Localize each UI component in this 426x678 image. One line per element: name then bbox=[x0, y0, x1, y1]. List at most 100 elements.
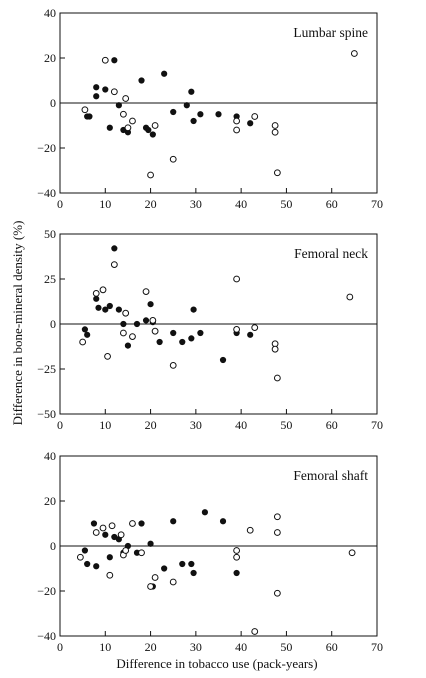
filled-data-point bbox=[161, 565, 168, 572]
x-tick-label: 30 bbox=[190, 418, 202, 432]
open-data-point bbox=[273, 529, 281, 536]
filled-data-point bbox=[190, 569, 197, 577]
femoral-shaft-panel: −40 −20 0 20 40 0 10 20 30 40 50 60 70 Femoral shaft bbox=[37, 449, 383, 654]
filled-data-point bbox=[111, 57, 118, 64]
x-tick-label: 10 bbox=[99, 197, 111, 211]
filled-data-point bbox=[115, 306, 122, 313]
open-data-point bbox=[233, 553, 241, 561]
y-tick-label: 20 bbox=[44, 51, 56, 65]
filled-data-point bbox=[124, 342, 132, 349]
open-data-point bbox=[169, 362, 177, 369]
filled-data-point bbox=[111, 245, 118, 252]
filled-data-point bbox=[170, 329, 177, 337]
x-tick-label: 20 bbox=[145, 640, 157, 654]
x-tick-label: 50 bbox=[280, 640, 292, 654]
filled-data-point bbox=[156, 338, 163, 346]
open-data-point bbox=[251, 324, 259, 332]
y-tick-label: −40 bbox=[37, 186, 56, 200]
filled-data-point bbox=[215, 111, 222, 118]
x-tick-label: 20 bbox=[145, 418, 157, 432]
x-tick-label: 0 bbox=[57, 418, 63, 432]
filled-data-point bbox=[84, 331, 91, 338]
filled-data-point bbox=[95, 304, 102, 311]
x-tick-label: 70 bbox=[371, 418, 383, 432]
filled-data-point bbox=[102, 86, 109, 93]
open-data-point bbox=[233, 126, 241, 134]
open-data-point bbox=[233, 275, 241, 283]
open-data-point bbox=[169, 578, 177, 586]
filled-data-point bbox=[197, 329, 204, 337]
filled-data-point bbox=[188, 560, 195, 568]
filled-data-point bbox=[161, 70, 168, 77]
y-tick-label: −25 bbox=[37, 362, 56, 376]
open-data-point bbox=[151, 122, 159, 129]
filled-data-point bbox=[81, 547, 89, 554]
x-tick-label: 60 bbox=[326, 197, 338, 211]
open-data-point bbox=[110, 261, 118, 269]
filled-data-point bbox=[86, 113, 93, 120]
open-data-point bbox=[142, 288, 150, 296]
x-tick-label: 0 bbox=[57, 640, 63, 654]
y-tick-label: 40 bbox=[44, 449, 56, 463]
filled-data-point bbox=[106, 302, 113, 310]
y-tick-label: −20 bbox=[37, 584, 56, 598]
open-data-point bbox=[122, 547, 130, 554]
x-tick-label: 60 bbox=[326, 640, 338, 654]
open-data-point bbox=[147, 171, 154, 179]
open-data-point bbox=[106, 571, 114, 579]
open-data-point bbox=[151, 327, 159, 335]
open-data-point bbox=[169, 155, 177, 163]
y-tick-label: 40 bbox=[44, 6, 56, 20]
filled-data-point bbox=[102, 306, 109, 313]
open-data-point bbox=[138, 549, 145, 557]
filled-data-point bbox=[188, 88, 195, 95]
y-tick-label: 0 bbox=[50, 539, 56, 553]
open-data-point bbox=[348, 549, 356, 557]
filled-data-point bbox=[197, 111, 204, 118]
open-data-point bbox=[350, 50, 358, 57]
filled-data-point bbox=[106, 554, 113, 561]
x-tick-label: 50 bbox=[280, 418, 292, 432]
x-tick-label: 50 bbox=[280, 197, 292, 211]
x-tick-label: 10 bbox=[99, 640, 111, 654]
filled-data-point bbox=[247, 120, 254, 127]
filled-data-point bbox=[142, 317, 150, 324]
open-data-point bbox=[122, 309, 130, 317]
filled-data-point bbox=[106, 124, 113, 131]
open-data-point bbox=[233, 547, 241, 554]
filled-data-point bbox=[133, 320, 141, 328]
filled-data-point bbox=[190, 117, 197, 125]
open-data-point bbox=[273, 513, 281, 521]
filled-data-point bbox=[179, 338, 186, 346]
open-data-point bbox=[251, 113, 259, 120]
y-tick-label: 20 bbox=[44, 494, 56, 508]
open-data-point bbox=[81, 106, 89, 114]
x-tick-label: 70 bbox=[371, 640, 383, 654]
open-data-point bbox=[151, 574, 159, 581]
open-data-point bbox=[271, 122, 279, 129]
lumbar-spine-panel: −40 −20 0 20 40 0 10 20 30 40 50 60 70 Lumbar spine bbox=[37, 6, 383, 211]
filled-data-point bbox=[170, 108, 177, 116]
filled-data-point bbox=[149, 131, 156, 138]
x-tick-label: 30 bbox=[190, 197, 202, 211]
y-tick-label: 25 bbox=[44, 272, 56, 286]
femoral-neck-panel: −50 −25 0 25 50 0 10 20 30 40 50 60 70 Femoral neck bbox=[37, 227, 383, 432]
open-data-point bbox=[99, 524, 107, 532]
open-data-point bbox=[233, 326, 241, 333]
y-tick-label: 50 bbox=[44, 227, 56, 241]
open-data-point bbox=[147, 583, 154, 590]
filled-data-point bbox=[233, 569, 240, 577]
open-data-point bbox=[92, 290, 100, 297]
open-data-point bbox=[271, 128, 279, 136]
open-data-point bbox=[110, 88, 118, 96]
open-data-point bbox=[251, 628, 259, 635]
filled-data-point bbox=[147, 301, 154, 308]
open-data-point bbox=[99, 286, 107, 294]
filled-data-point bbox=[93, 84, 100, 91]
filled-data-point bbox=[188, 335, 195, 342]
filled-data-point bbox=[138, 520, 145, 527]
filled-data-point bbox=[93, 563, 100, 570]
open-data-point bbox=[92, 529, 100, 536]
open-data-point bbox=[120, 110, 127, 118]
